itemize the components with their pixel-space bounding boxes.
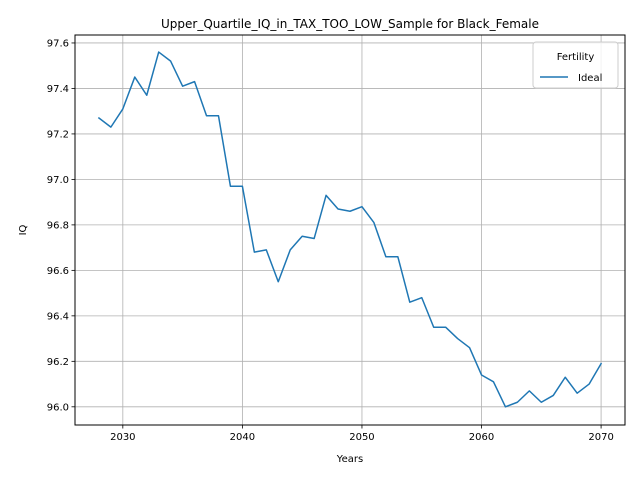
- y-tick-label: 97.2: [47, 129, 69, 140]
- legend-box: [532, 41, 619, 89]
- series-line-ideal: [97, 51, 603, 408]
- plot-frame: [74, 34, 626, 426]
- y-tick-label: 97.4: [47, 84, 69, 95]
- x-axis-label: Years: [336, 454, 363, 465]
- y-tick-label: 96.2: [47, 357, 69, 368]
- x-tick-label: 2040: [230, 432, 255, 443]
- y-tick-label: 96.0: [47, 402, 69, 413]
- ticks: 2030 2040 2050 2060 2070 96.0 96.2 96.4 96.6 96.8…: [47, 38, 614, 443]
- series-layer: [97, 51, 603, 408]
- y-axis-label: IQ: [18, 224, 29, 235]
- y-tick-label: 96.6: [47, 266, 69, 277]
- legend: Fertility Ideal: [532, 41, 619, 89]
- y-tick-label: 96.4: [47, 311, 69, 322]
- x-tick-label: 2070: [588, 432, 613, 443]
- y-tick-label: 97.0: [47, 175, 69, 186]
- y-tick-label: 96.8: [47, 220, 69, 231]
- x-tick-label: 2060: [469, 432, 494, 443]
- grid: [75, 35, 625, 425]
- legend-label-ideal: Ideal: [578, 73, 602, 84]
- x-tick-label: 2030: [110, 432, 135, 443]
- chart-title: Upper_Quartile_IQ_in_TAX_TOO_LOW_Sample …: [161, 17, 539, 31]
- y-tick-label: 97.6: [47, 38, 69, 49]
- legend-title: Fertility: [557, 52, 595, 63]
- x-tick-label: 2050: [349, 432, 374, 443]
